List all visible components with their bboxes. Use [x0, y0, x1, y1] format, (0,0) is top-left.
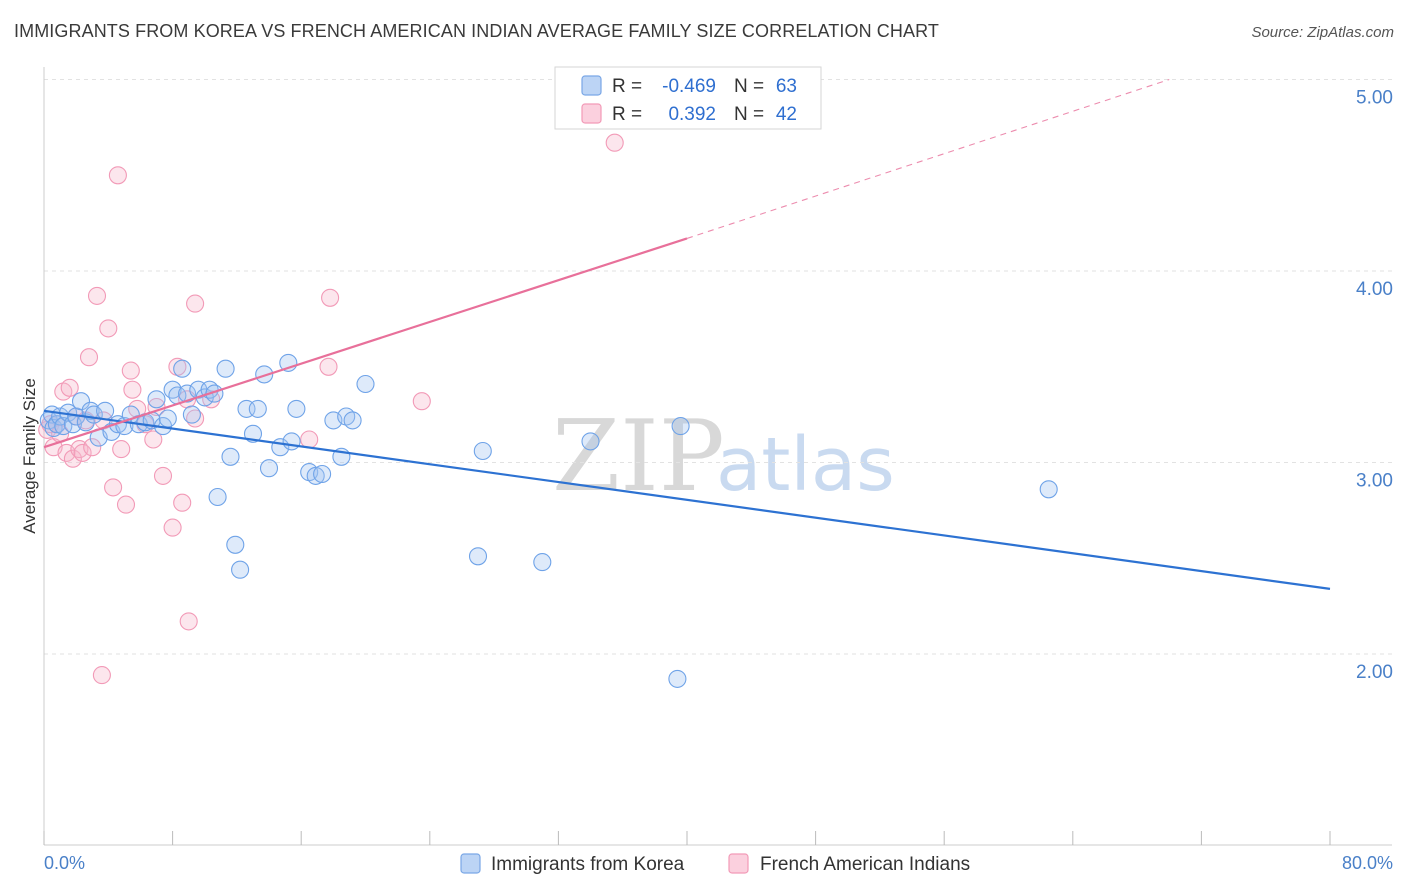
- y-tick-label: 2.00: [1356, 662, 1393, 683]
- data-point: [163, 518, 182, 537]
- y-tick-label: 3.00: [1356, 471, 1393, 492]
- gridlines: [44, 79, 1392, 655]
- trend-line-french-american-indians: [43, 237, 688, 449]
- data-point: [121, 361, 140, 380]
- legend: R = -0.469 N = 63 R = 0.392 N = 42: [554, 66, 822, 130]
- data-point: [96, 401, 115, 420]
- x-tick-label-max: 80.0%: [1342, 853, 1393, 873]
- data-point: [144, 430, 163, 449]
- data-point: [163, 380, 182, 399]
- data-point: [231, 560, 250, 579]
- trend-lines: [43, 78, 1331, 590]
- chart-title: IMMIGRANTS FROM KOREA VS FRENCH AMERICAN…: [14, 21, 939, 41]
- legend-r-value: -0.469: [662, 76, 716, 97]
- data-point: [116, 495, 136, 514]
- data-point: [71, 392, 91, 411]
- legend-r-label: R =: [612, 104, 642, 125]
- legend-swatch-pink: [581, 103, 602, 124]
- data-point: [182, 405, 201, 424]
- data-point: [179, 612, 198, 631]
- y-tick-labels: 2.00 3.00 4.00 5.00: [1356, 88, 1393, 684]
- legend-n-label: N =: [734, 76, 764, 97]
- data-point: [605, 133, 624, 152]
- data-point: [173, 493, 192, 512]
- watermark-zip: ZIP: [552, 400, 725, 514]
- data-point: [300, 430, 319, 449]
- data-point: [147, 390, 166, 409]
- data-point: [412, 392, 431, 411]
- trend-line-korea: [43, 409, 1331, 590]
- bottom-legend-swatch-blue: [460, 853, 481, 874]
- data-point: [186, 294, 205, 313]
- data-point: [321, 288, 340, 307]
- data-point: [153, 466, 173, 485]
- data-point: [216, 359, 235, 378]
- data-point: [92, 666, 111, 685]
- legend-n-label: N =: [734, 104, 764, 125]
- data-point: [468, 547, 488, 566]
- data-point: [343, 411, 362, 430]
- legend-n-value: 42: [776, 104, 797, 125]
- data-point: [282, 432, 301, 451]
- data-point: [178, 384, 197, 403]
- bottom-legend-swatch-pink: [728, 853, 749, 874]
- data-point: [313, 464, 332, 484]
- data-point: [287, 399, 306, 418]
- bottom-legend-label: French American Indians: [760, 854, 970, 875]
- data-point: [104, 478, 123, 497]
- bottom-legend-label: Immigrants from Korea: [491, 854, 685, 875]
- source-label: Source: ZipAtlas.com: [1251, 24, 1394, 41]
- data-point: [581, 432, 600, 451]
- data-point: [73, 443, 92, 462]
- data-point: [221, 447, 240, 466]
- x-tick-label-min: 0.0%: [44, 853, 85, 873]
- axes: [43, 67, 1392, 846]
- data-point: [173, 359, 192, 378]
- data-point: [255, 365, 274, 384]
- data-point: [473, 441, 492, 461]
- y-tick-label: 4.00: [1356, 279, 1393, 300]
- data-point: [226, 535, 245, 554]
- legend-r-value: 0.392: [668, 104, 716, 125]
- data-point: [99, 319, 118, 338]
- data-point: [158, 409, 177, 428]
- data-point: [63, 449, 82, 468]
- data-point: [112, 440, 131, 459]
- data-point: [248, 399, 267, 418]
- data-point: [123, 380, 142, 399]
- legend-swatch-blue: [581, 75, 602, 96]
- data-point: [356, 374, 375, 394]
- legend-n-value: 63: [776, 76, 797, 97]
- data-point: [208, 487, 227, 507]
- bottom-legend: Immigrants from Korea French American In…: [460, 853, 970, 875]
- data-point: [306, 466, 325, 485]
- data-point: [259, 459, 279, 478]
- data-point: [1039, 480, 1058, 499]
- y-axis-title: Average Family Size: [20, 378, 39, 534]
- trend-line-extension: [686, 78, 1170, 239]
- data-point: [79, 348, 99, 367]
- y-tick-label: 5.00: [1356, 88, 1393, 109]
- data-point: [319, 357, 338, 376]
- data-point: [87, 286, 107, 305]
- data-point: [108, 166, 127, 185]
- data-point: [60, 378, 79, 397]
- watermark: ZIP atlas: [552, 400, 895, 514]
- data-point: [533, 553, 552, 572]
- watermark-atlas: atlas: [716, 422, 895, 508]
- legend-r-label: R =: [612, 76, 642, 97]
- data-point: [83, 438, 102, 457]
- data-point: [671, 417, 690, 436]
- data-point: [668, 669, 687, 688]
